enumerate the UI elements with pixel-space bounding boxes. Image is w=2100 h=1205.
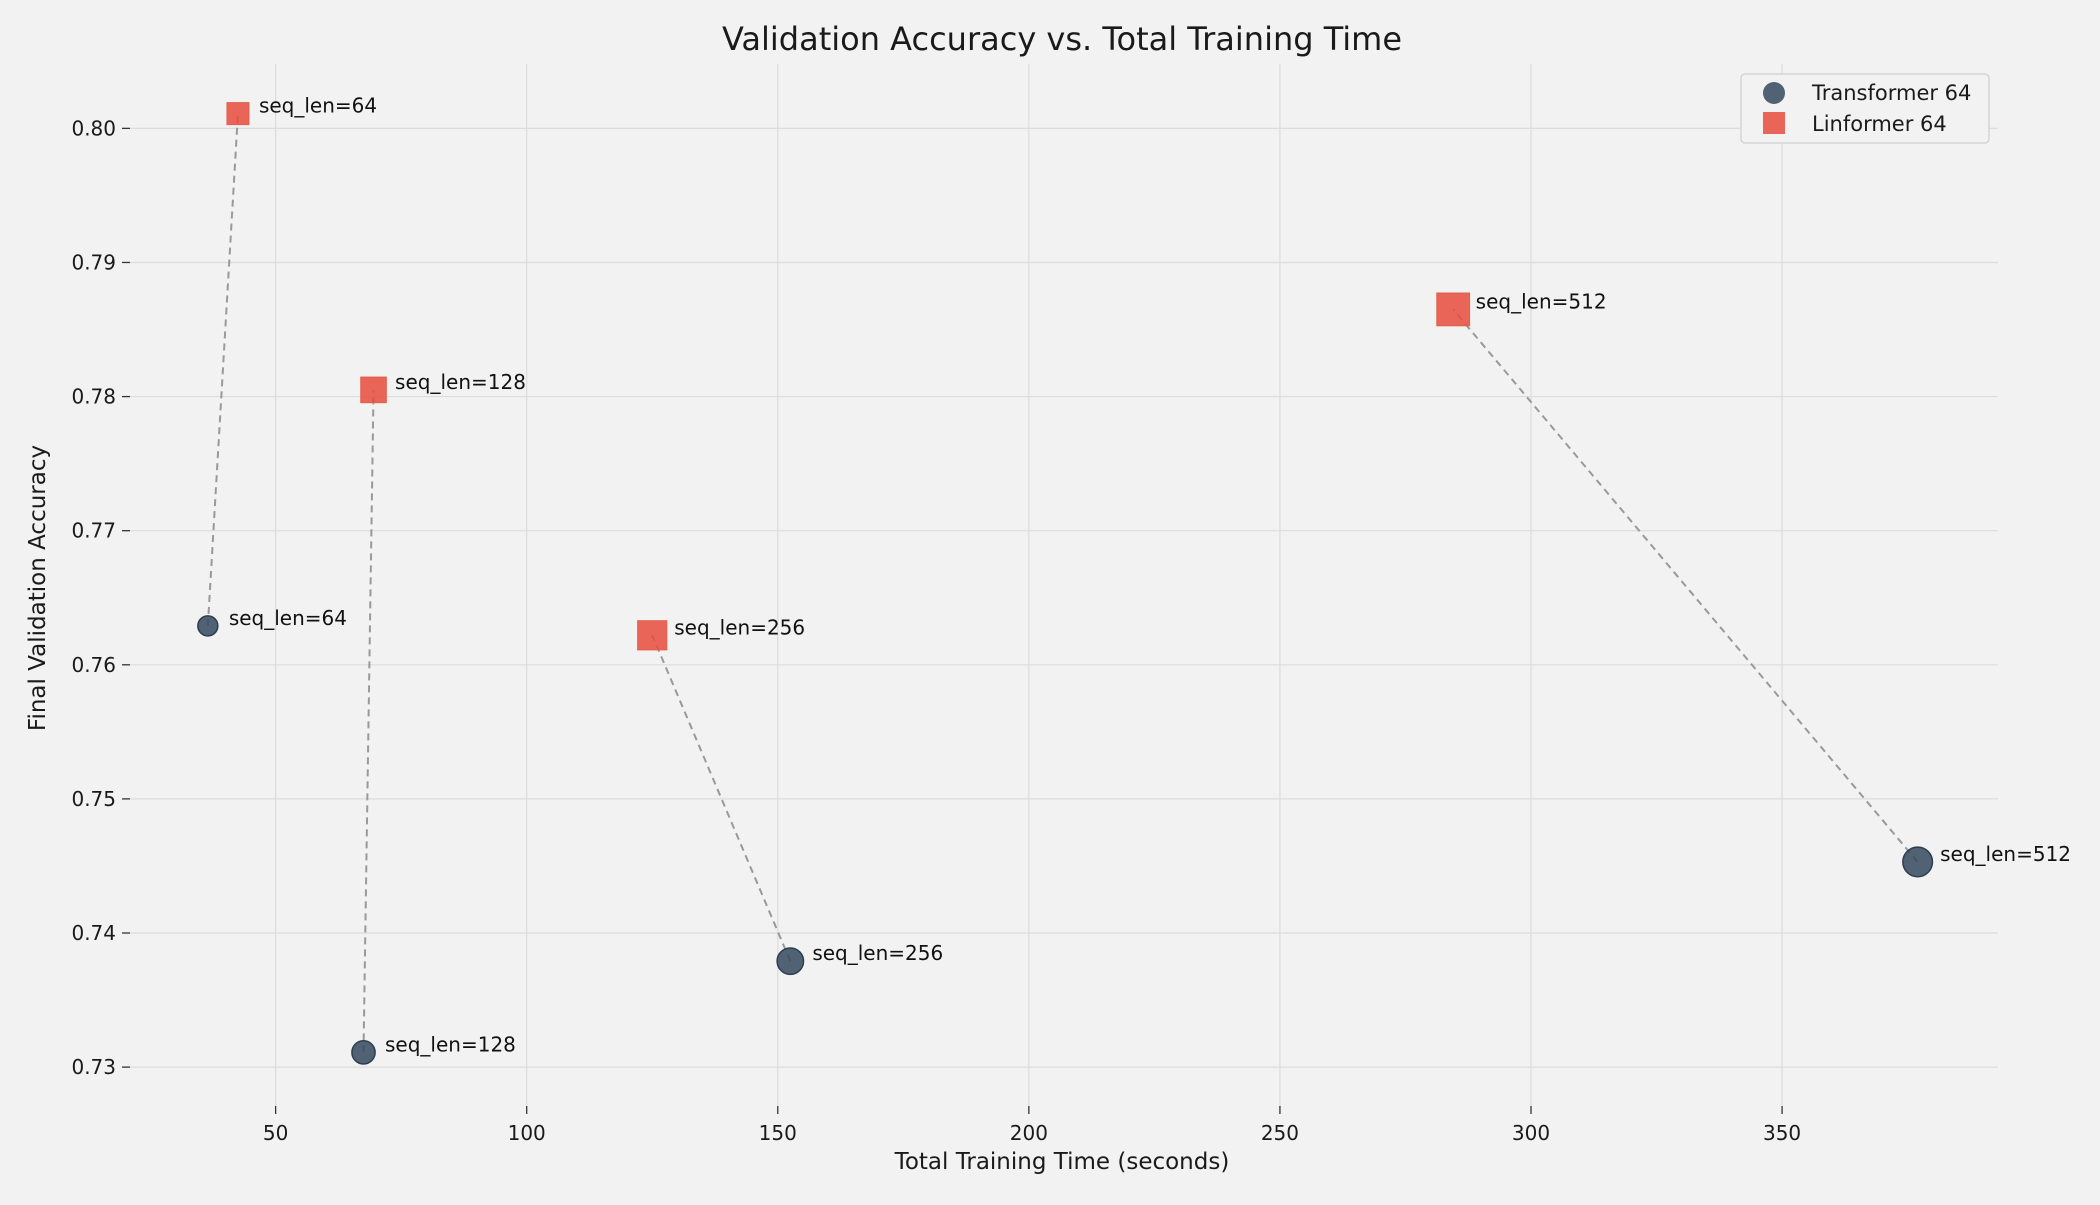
- legend-frame: [1740, 73, 1990, 144]
- x-tick-label: 250: [1261, 1121, 1299, 1145]
- point-label: seq_len=64: [229, 606, 347, 630]
- point-label: seq_len=128: [395, 370, 526, 394]
- point-label: seq_len=256: [674, 615, 805, 639]
- label-layer: seq_len=64 seq_len=128 seq_len=256 seq_len=…: [229, 94, 2071, 1057]
- y-tick-label: 0.78: [71, 385, 116, 409]
- x-tick-label: 150: [759, 1121, 797, 1145]
- tick-layer: 50 100 150 200 250 300 350 0.73 0.74 0.75 0.76 0.77…: [71, 116, 1801, 1145]
- pair-connector: [362, 389, 375, 1053]
- point-label: seq_len=512: [1940, 842, 2071, 866]
- legend-marker-transformer: [1763, 82, 1785, 104]
- y-tick-label: 0.79: [71, 250, 116, 274]
- x-axis-label: Total Training Time (seconds): [894, 1149, 1230, 1175]
- legend-label-linformer: Linformer 64: [1812, 112, 1947, 136]
- transformer-point: [1902, 846, 1934, 878]
- connector-layer: [206, 113, 1919, 1053]
- y-tick-label: 0.77: [71, 519, 116, 543]
- y-axis-label: Final Validation Accuracy: [25, 445, 51, 731]
- x-tick-label: 200: [1010, 1121, 1048, 1145]
- transformer-point: [776, 947, 805, 976]
- linformer-point: [1436, 292, 1471, 327]
- linformer-point: [637, 620, 668, 651]
- linformer-point: [226, 102, 250, 126]
- pair-connector: [1452, 308, 1919, 863]
- y-tick-label: 0.76: [71, 653, 116, 677]
- x-tick-label: 100: [508, 1121, 546, 1145]
- y-tick-label: 0.80: [71, 116, 116, 140]
- y-tick-label: 0.74: [71, 921, 116, 945]
- chart-title: Validation Accuracy vs. Total Training T…: [722, 20, 1402, 58]
- transformer-point: [351, 1040, 376, 1065]
- legend-label-transformer: Transformer 64: [1811, 81, 1971, 105]
- x-tick-label: 300: [1512, 1121, 1550, 1145]
- y-tick-label: 0.73: [71, 1055, 116, 1079]
- x-tick-label: 50: [263, 1121, 288, 1145]
- point-label: seq_len=512: [1476, 289, 1607, 313]
- legend: Transformer 64 Linformer 64: [1740, 73, 1990, 144]
- x-tick-label: 350: [1763, 1121, 1801, 1145]
- point-label: seq_len=64: [259, 94, 377, 118]
- grid-layer: [130, 64, 1998, 1106]
- pair-connector: [651, 634, 792, 962]
- y-tick-label: 0.75: [71, 787, 116, 811]
- pair-connector: [206, 113, 239, 626]
- point-label: seq_len=256: [812, 941, 943, 965]
- legend-marker-linformer: [1763, 112, 1785, 134]
- transformer-point: [197, 615, 219, 637]
- linformer-point: [360, 376, 387, 404]
- point-label: seq_len=128: [385, 1032, 516, 1056]
- point-layer: [197, 102, 1934, 1065]
